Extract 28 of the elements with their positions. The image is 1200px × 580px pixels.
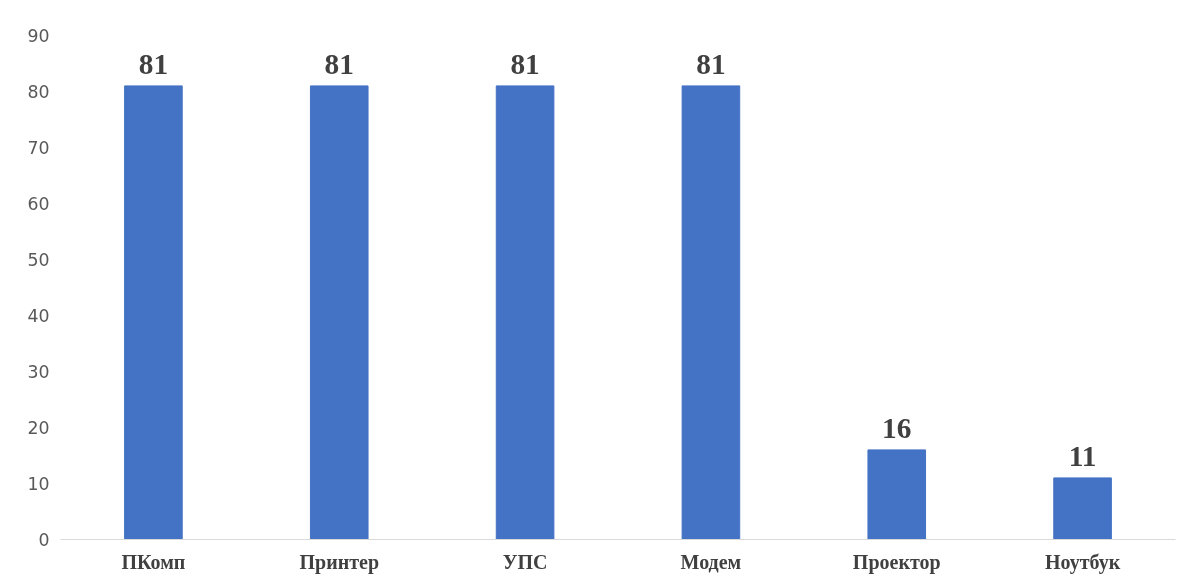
y-tick-label: 70: [27, 138, 50, 158]
y-tick-label: 60: [27, 194, 50, 214]
y-tick-label: 90: [27, 26, 50, 46]
y-tick-label: 10: [27, 474, 50, 494]
y-tick-label: 80: [27, 82, 50, 102]
bar: [495, 85, 555, 540]
data-label: 81: [696, 47, 726, 80]
bar: [681, 85, 741, 540]
bar: [867, 449, 927, 540]
bar: [124, 85, 183, 540]
x-tick-label: ПКомп: [121, 550, 186, 573]
x-tick-label: Принтер: [299, 550, 380, 574]
x-tick-label: Ноутбук: [1044, 550, 1121, 574]
data-label: 11: [1068, 439, 1097, 472]
data-label: 16: [882, 411, 912, 444]
data-label: 81: [510, 47, 540, 80]
data-label: 81: [138, 47, 169, 80]
y-tick-label: 30: [27, 362, 50, 382]
y-tick-label: 40: [27, 306, 50, 326]
x-tick-label: Проектор: [852, 550, 941, 574]
x-tick-label: УПС: [502, 550, 548, 573]
bar: [309, 85, 369, 540]
y-tick-label: 0: [38, 530, 50, 550]
bar: [1053, 477, 1112, 540]
data-label: 81: [324, 47, 354, 80]
x-tick-label: Модем: [680, 550, 742, 573]
y-tick-label: 50: [27, 250, 50, 270]
y-tick-label: 20: [27, 418, 50, 438]
